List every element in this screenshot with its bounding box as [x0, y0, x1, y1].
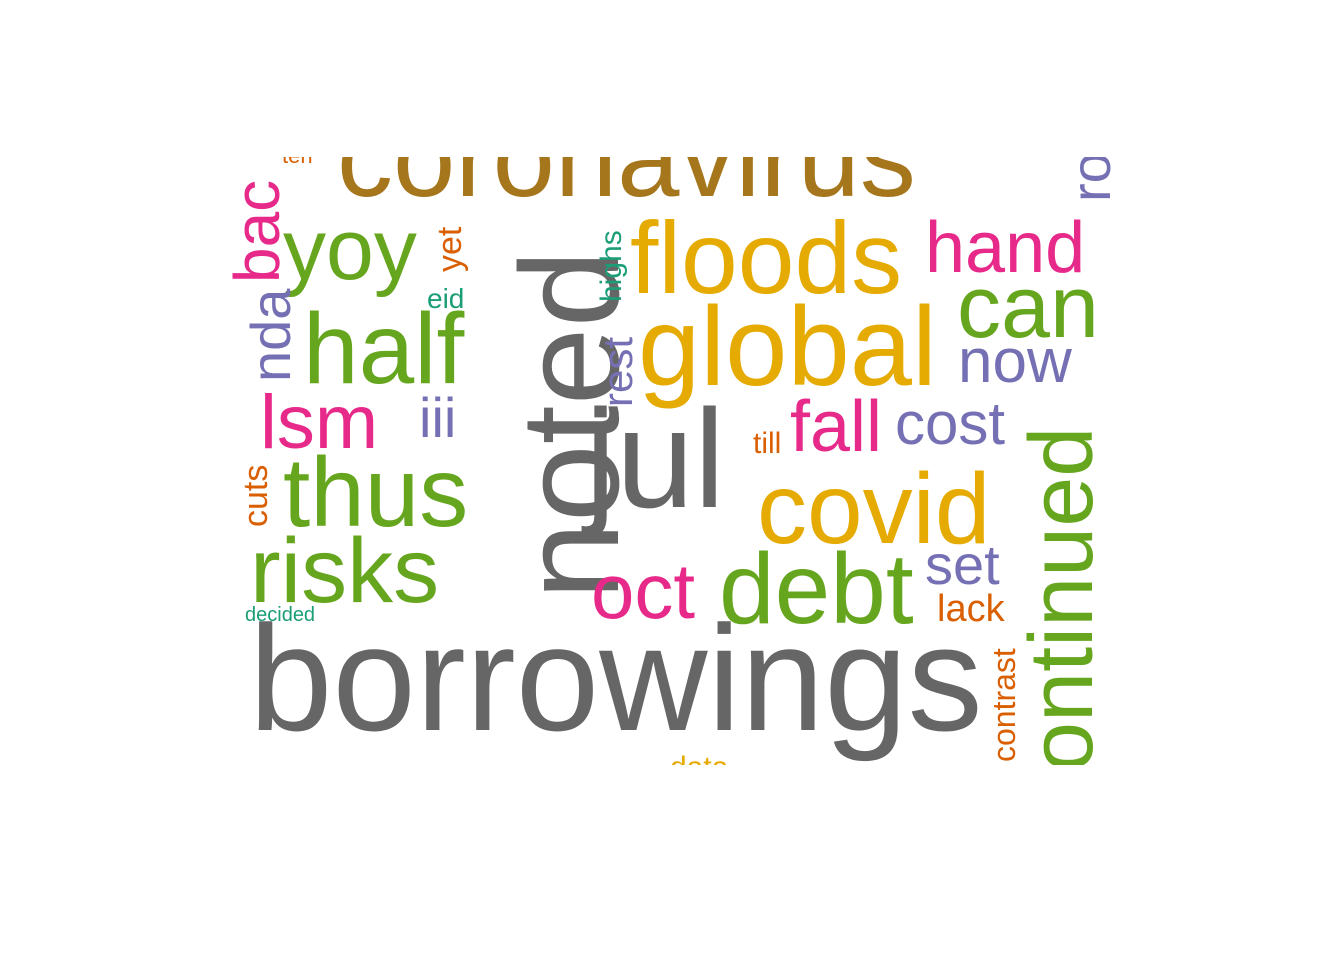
word-ontinued: ontinued	[1012, 426, 1112, 765]
word-yoy: yoy	[283, 202, 417, 298]
word-lsm: lsm	[260, 380, 379, 465]
word-floods: floods	[630, 201, 903, 315]
word-yet: yet	[431, 226, 469, 272]
word-data: data	[670, 753, 728, 766]
word-debt: debt	[719, 533, 914, 645]
word-iii: iii	[419, 386, 457, 449]
word-fall: fall	[790, 387, 883, 467]
word-contrast: contrast	[986, 648, 1022, 762]
word-ten: ten	[282, 157, 313, 167]
word-oct: oct	[591, 547, 696, 635]
word-highs: highs	[595, 230, 628, 302]
word-thus: thus	[283, 437, 469, 547]
word-can: can	[957, 257, 1099, 356]
word-coronavirus: coronavirus	[337, 157, 916, 220]
word-nda: nda	[239, 288, 302, 382]
word-eid: eid	[427, 283, 465, 314]
word-decided: decided	[245, 604, 316, 626]
word-lack: lack	[937, 588, 1005, 630]
word-global: global	[638, 284, 937, 409]
word-half: half	[303, 293, 465, 405]
word-till: till	[753, 427, 782, 460]
word-borrowings: borrowings	[249, 594, 983, 762]
word-jul: jul	[585, 380, 726, 537]
word-set: set	[925, 533, 1000, 596]
word-cost: cost	[895, 390, 1006, 457]
word-bac: bac	[225, 179, 293, 283]
word-now: now	[958, 327, 1072, 396]
word-cloud: borrowings noted coronavirus jul global …	[225, 157, 1115, 765]
word-cuts: cuts	[237, 464, 275, 527]
word-covid: covid	[757, 453, 991, 565]
word-rest: rest	[594, 336, 641, 407]
word-ro: ro	[1059, 157, 1115, 202]
word-risks: risks	[250, 520, 440, 622]
word-hand: hand	[925, 208, 1086, 288]
